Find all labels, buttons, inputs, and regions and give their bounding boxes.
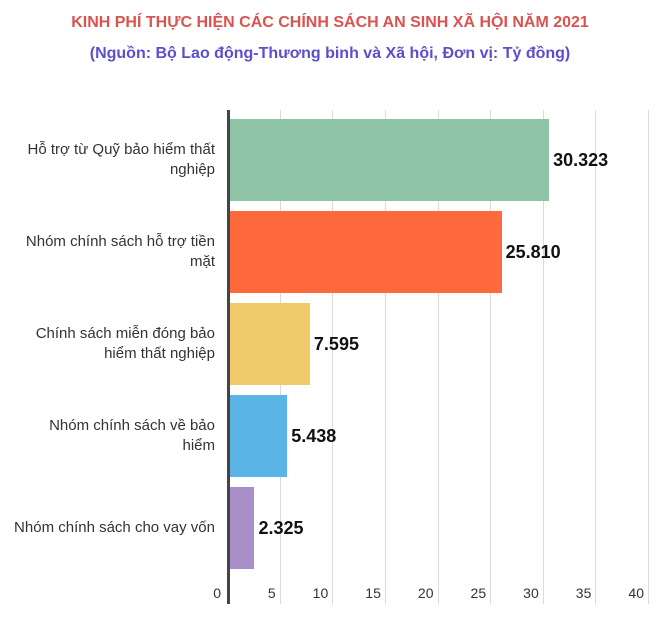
x-tick-label: 5	[267, 585, 276, 601]
gridline	[648, 110, 649, 604]
category-label: Nhóm chính sách cho vay vốn	[14, 519, 215, 536]
bar	[230, 395, 288, 477]
x-tick-label: 20	[417, 585, 434, 601]
x-tick-label: 25	[470, 585, 487, 601]
x-tick-label: 40	[628, 585, 644, 601]
category-label: Nhóm chính sách về bảo hiểm	[49, 417, 215, 454]
gridline	[384, 110, 386, 604]
category-label: Hỗ trợ từ Quỹ bảo hiểm thất nghiệp	[27, 141, 215, 178]
bar-value-label: 30.323	[553, 150, 609, 170]
x-tick-label: 30	[523, 585, 539, 601]
gridline	[542, 110, 544, 604]
bar	[230, 487, 255, 569]
chart-title: KINH PHÍ THỰC HIỆN CÁC CHÍNH SÁCH AN SIN…	[71, 14, 589, 31]
x-tick-label: 35	[575, 585, 592, 601]
category-label: Chính sách miễn đóng bảo hiểm thất nghiệp	[35, 325, 215, 362]
chart-subtitle: (Nguồn: Bộ Lao động-Thương binh và Xã hộ…	[89, 45, 571, 62]
bar-value-label: 2.325	[258, 518, 304, 538]
gridline	[332, 110, 334, 604]
bar-value-label: 25.810	[505, 242, 561, 262]
bar	[230, 119, 550, 201]
plot-area: 30.323 25.810 7.595 5.438 2.325	[227, 110, 657, 604]
gridline	[437, 110, 439, 604]
x-tick-label: 0	[213, 585, 221, 601]
bar-value-label: 7.595	[313, 334, 359, 354]
y-axis-line	[227, 110, 230, 604]
x-tick-label: 15	[365, 585, 381, 601]
gridline	[490, 110, 492, 604]
category-label: Nhóm chính sách hỗ trợ tiền mặt	[25, 233, 215, 270]
bar	[230, 303, 310, 385]
bar-value-label: 5.438	[291, 426, 337, 446]
bar	[230, 211, 502, 293]
x-tick-label: 10	[312, 585, 329, 601]
gridline	[595, 110, 597, 604]
